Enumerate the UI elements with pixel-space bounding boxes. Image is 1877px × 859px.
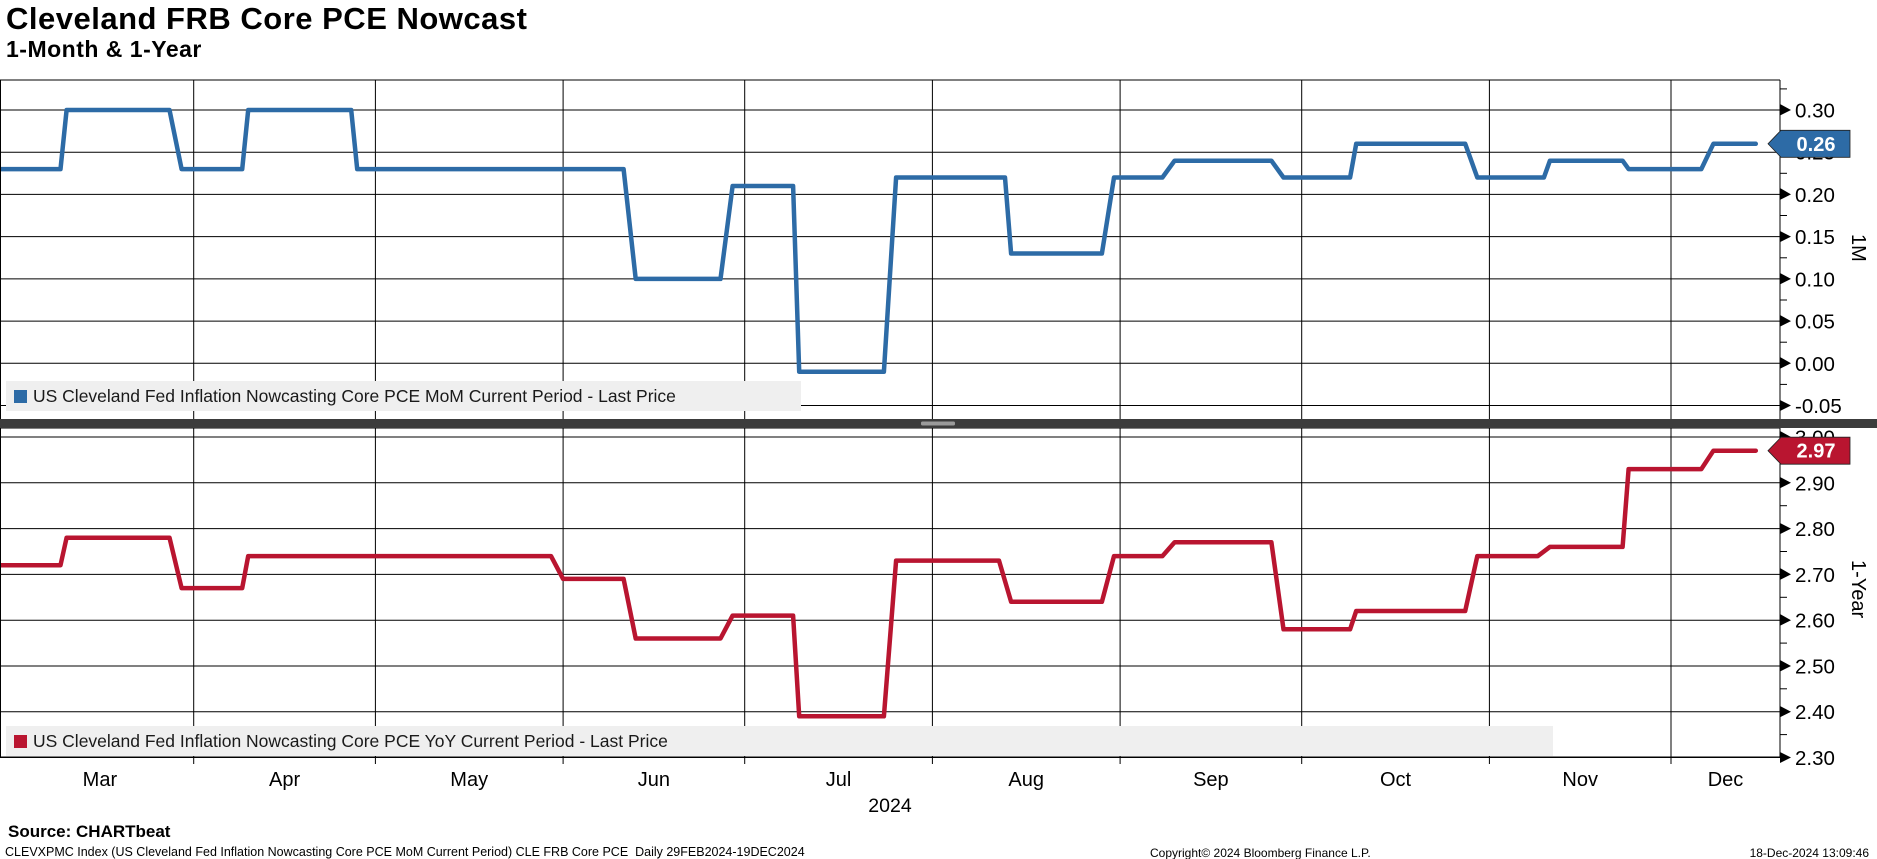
legend-yoy[interactable]: US Cleveland Fed Inflation Nowcasting Co… [6, 726, 1553, 756]
x-month-label: Jun [638, 769, 670, 791]
tick-arrow-icon [1780, 477, 1791, 489]
x-month-label: Mar [83, 769, 118, 791]
timestamp-text: 18-Dec-2024 13:09:46 [1749, 846, 1869, 859]
y-tick-label: 2.80 [1795, 518, 1835, 541]
legend-mom[interactable]: US Cleveland Fed Inflation Nowcasting Co… [6, 381, 801, 411]
copyright-text: Copyright© 2024 Bloomberg Finance L.P. [1150, 846, 1371, 859]
y-tick-label: 0.05 [1795, 311, 1835, 334]
x-month-label: Sep [1193, 769, 1229, 791]
x-month-label: Jul [826, 769, 852, 791]
x-month-label: Aug [1008, 769, 1044, 791]
axis-label-1m: 1M [1847, 234, 1869, 262]
tick-arrow-icon [1780, 752, 1791, 763]
tick-arrow-icon [1780, 614, 1791, 626]
y-tick-label: 2.30 [1795, 747, 1835, 770]
source-text: Source: CHARTbeat [8, 822, 171, 841]
y-tick-label: -0.05 [1795, 395, 1842, 418]
ticker-description: CLEVXPMC Index (US Cleveland Fed Inflati… [5, 845, 805, 859]
x-month-label: Oct [1380, 769, 1412, 791]
tick-arrow-icon [1780, 188, 1791, 200]
last-price-badge-yoy [1767, 436, 1851, 465]
tick-arrow-icon [1780, 400, 1791, 411]
page-title: Cleveland FRB Core PCE Nowcast [6, 1, 528, 36]
axis-label-1year: 1-Year [1847, 560, 1869, 619]
y-tick-label: 2.40 [1795, 701, 1835, 724]
y-tick-label: 0.00 [1795, 353, 1835, 376]
y-tick-label: 2.70 [1795, 564, 1835, 587]
x-month-label: Apr [269, 769, 300, 791]
last-price-badge-mom [1767, 129, 1851, 158]
tick-arrow-icon [1780, 315, 1791, 327]
x-year-label: 2024 [868, 795, 912, 817]
y-tick-label: 2.60 [1795, 610, 1835, 633]
tick-arrow-icon [1780, 104, 1791, 116]
tick-arrow-icon [1780, 523, 1791, 535]
y-tick-label: 2.90 [1795, 472, 1835, 495]
tick-arrow-icon [1780, 231, 1791, 243]
y-tick-label: 2.50 [1795, 656, 1835, 679]
y-tick-label: 0.10 [1795, 268, 1835, 291]
y-tick-label: 0.15 [1795, 226, 1835, 249]
tick-arrow-icon [1780, 568, 1791, 580]
x-month-label: Nov [1562, 769, 1598, 791]
x-month-label: Dec [1708, 769, 1744, 791]
step-line-mom[interactable] [0, 107, 1759, 374]
legend-yoy-label: US Cleveland Fed Inflation Nowcasting Co… [33, 730, 668, 751]
separator-handle-icon[interactable] [921, 421, 955, 426]
last-price-value-mom: 0.26 [1797, 134, 1836, 156]
legend-swatch-mom-icon [14, 389, 27, 403]
tick-arrow-icon [1780, 660, 1791, 672]
legend-mom-label: US Cleveland Fed Inflation Nowcasting Co… [33, 385, 676, 406]
tick-arrow-icon [1780, 706, 1791, 718]
page-subtitle: 1-Month & 1-Year [6, 36, 202, 62]
y-tick-label: 0.30 [1795, 100, 1835, 123]
step-line-yoy[interactable] [0, 448, 1759, 719]
y-tick-label: 0.20 [1795, 184, 1835, 207]
x-month-label: May [450, 769, 488, 791]
last-price-value-yoy: 2.97 [1797, 441, 1836, 463]
tick-arrow-icon [1780, 273, 1791, 285]
tick-arrow-icon [1780, 357, 1791, 369]
legend-swatch-yoy-icon [14, 734, 27, 748]
